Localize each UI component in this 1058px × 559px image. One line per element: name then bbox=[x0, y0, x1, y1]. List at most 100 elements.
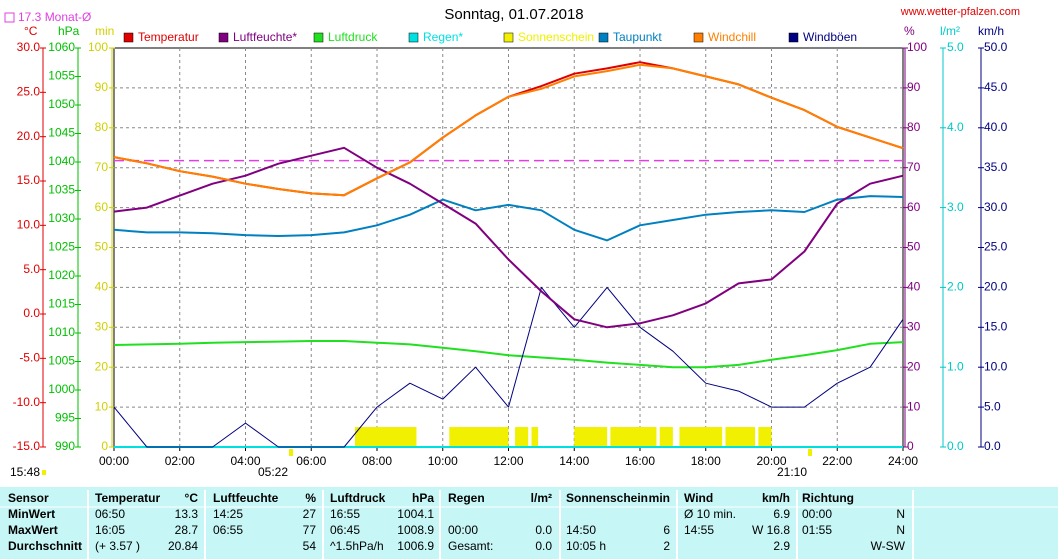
table-cell: 6.9 bbox=[773, 507, 790, 521]
y-tick-label: -10.0 bbox=[13, 395, 41, 409]
y-tick-label: 80 bbox=[95, 120, 109, 134]
table-cell: W 16.8 bbox=[752, 523, 790, 537]
x-tick-label: 18:00 bbox=[691, 454, 721, 468]
x-tick-label: 06:00 bbox=[296, 454, 326, 468]
x-tick-label: 16:00 bbox=[625, 454, 655, 468]
x-tick-label: 08:00 bbox=[362, 454, 392, 468]
y-tick-label: 15.0 bbox=[984, 319, 1008, 333]
table-header: Temperatur bbox=[95, 491, 160, 505]
y-tick-label: 90 bbox=[95, 80, 109, 94]
y-tick-label: 5.0 bbox=[947, 40, 964, 54]
table-header: Regen bbox=[448, 491, 485, 505]
y-tick-label: 45.0 bbox=[984, 80, 1008, 94]
y-tick-label: 30 bbox=[95, 319, 109, 333]
table-cell: 16:05 bbox=[95, 523, 125, 537]
legend-swatch bbox=[408, 32, 419, 43]
legend-swatch bbox=[313, 32, 324, 43]
legend-swatch bbox=[788, 32, 799, 43]
x-tick-label: 22:00 bbox=[822, 454, 852, 468]
sunshine-bar bbox=[449, 427, 509, 447]
y-tick-label: 35.0 bbox=[984, 160, 1008, 174]
table-cell: 01:55 bbox=[802, 523, 832, 537]
y-tick-label: 5.0 bbox=[23, 262, 40, 276]
monthly-avg-label: 17.3 Monat-Ø bbox=[18, 10, 91, 24]
y-tick-label: 1010 bbox=[48, 325, 75, 339]
chart-title: Sonntag, 01.07.2018 bbox=[444, 6, 583, 23]
y-tick-label: 3.0 bbox=[947, 200, 964, 214]
table-cell: 0.0 bbox=[535, 523, 552, 537]
y-tick-label: 1025 bbox=[48, 240, 75, 254]
y-tick-label: 80 bbox=[907, 120, 921, 134]
y-tick-label: 0 bbox=[101, 439, 108, 453]
y-tick-label: 0.0 bbox=[23, 306, 40, 320]
y-tick-label: -15.0 bbox=[13, 439, 41, 453]
table-cell: 54 bbox=[303, 539, 317, 553]
x-tick-label: 20:00 bbox=[756, 454, 786, 468]
table-cell: N bbox=[896, 523, 905, 537]
table-header: Richtung bbox=[802, 491, 854, 505]
series-line bbox=[113, 63, 904, 197]
table-cell: 2 bbox=[663, 539, 670, 553]
table-cell: 06:45 bbox=[330, 523, 360, 537]
y-tick-label: 100 bbox=[88, 40, 108, 54]
y-tick-label: 1040 bbox=[48, 154, 75, 168]
sun-marker bbox=[808, 449, 812, 456]
table-cell: 06:50 bbox=[95, 507, 125, 521]
axis-unit: km/h bbox=[978, 24, 1004, 38]
y-tick-label: 1050 bbox=[48, 97, 75, 111]
y-tick-label: 90 bbox=[907, 80, 921, 94]
time-annotation: 15:48 bbox=[10, 465, 40, 479]
series-line bbox=[113, 146, 904, 329]
source: www.wetter-pfalzen.com bbox=[900, 6, 1020, 18]
series-line bbox=[113, 195, 904, 242]
legend-label: Windböen bbox=[803, 30, 857, 44]
table-cell: 13.3 bbox=[175, 507, 199, 521]
y-tick-label: 60 bbox=[95, 200, 109, 214]
y-tick-label: 10 bbox=[95, 399, 109, 413]
y-tick-label: 1005 bbox=[48, 354, 75, 368]
legend-label: Regen* bbox=[423, 30, 463, 44]
y-tick-label: 50 bbox=[95, 240, 109, 254]
sun-marker bbox=[42, 470, 46, 475]
legend-label: Temperatur bbox=[138, 30, 199, 44]
table-cell: 16:55 bbox=[330, 507, 360, 521]
y-tick-label: 995 bbox=[55, 411, 75, 425]
y-tick-label: 1020 bbox=[48, 268, 75, 282]
x-tick-label: 10:00 bbox=[428, 454, 458, 468]
y-tick-label: 10.0 bbox=[17, 218, 41, 232]
y-tick-label: 990 bbox=[55, 439, 75, 453]
y-tick-label: 20.0 bbox=[17, 129, 41, 143]
table-header-unit: l/m² bbox=[531, 491, 552, 505]
y-tick-label: 70 bbox=[95, 160, 109, 174]
x-tick-label: 12:00 bbox=[493, 454, 523, 468]
series-line bbox=[113, 340, 904, 369]
y-tick-label: 20.0 bbox=[984, 280, 1008, 294]
table-cell: 14:55 bbox=[684, 523, 714, 537]
axis-unit: min bbox=[95, 24, 114, 38]
table-header-unit: hPa bbox=[412, 491, 434, 505]
table-cell: 0.0 bbox=[535, 539, 552, 553]
table-header: Sonnenschein bbox=[566, 491, 648, 505]
y-tick-label: 1055 bbox=[48, 69, 75, 83]
legend-swatch bbox=[598, 32, 609, 43]
x-tick-label: 14:00 bbox=[559, 454, 589, 468]
time-annotation: 05:22 bbox=[258, 465, 288, 479]
sunshine-bar bbox=[354, 427, 417, 447]
table-cell: 14:25 bbox=[213, 507, 243, 521]
y-tick-label: 40.0 bbox=[984, 120, 1008, 134]
y-tick-label: 1.0 bbox=[947, 359, 964, 373]
y-tick-label: 60 bbox=[907, 200, 921, 214]
table-cell: ^1.5hPa/h bbox=[330, 539, 384, 553]
table-header-unit: % bbox=[305, 491, 316, 505]
table-cell: 27 bbox=[303, 507, 317, 521]
y-tick-label: 1045 bbox=[48, 126, 75, 140]
table-cell: (+ 3.57 ) bbox=[95, 539, 140, 553]
sun-marker bbox=[289, 449, 293, 456]
sunshine-bar bbox=[574, 427, 608, 447]
table-background bbox=[0, 487, 1058, 559]
table-cell: W-SW bbox=[871, 539, 906, 553]
table-cell: 28.7 bbox=[175, 523, 199, 537]
y-tick-label: 100 bbox=[907, 40, 927, 54]
legend-label: Taupunkt bbox=[613, 30, 662, 44]
